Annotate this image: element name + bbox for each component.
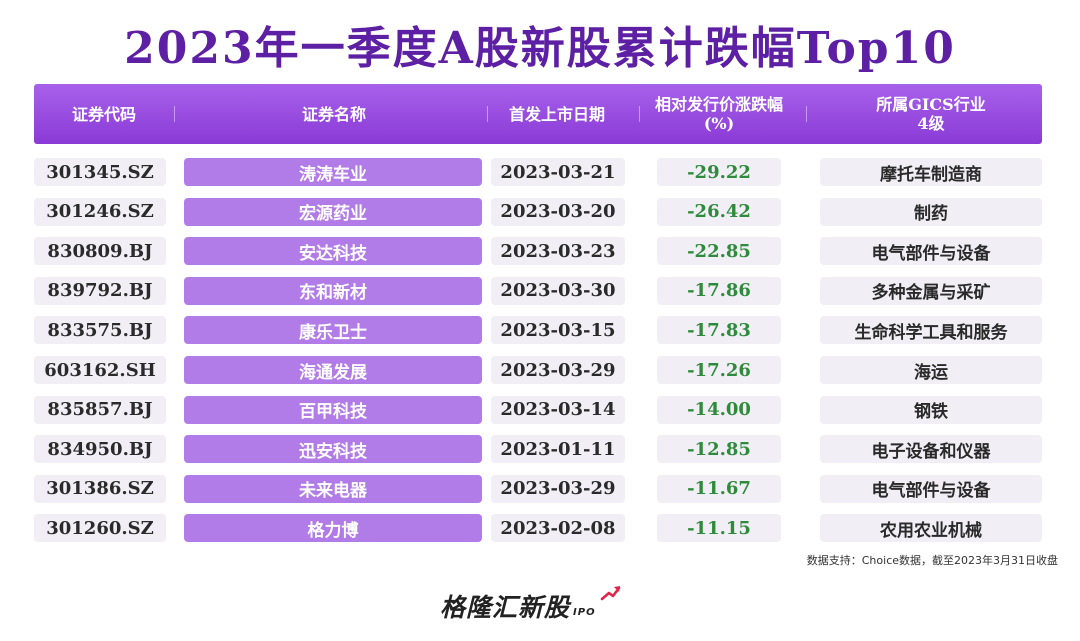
cell-industry: 多种金属与采矿 [820,276,1042,305]
column-header-date: 首发上市日期 [490,84,624,144]
cell-name: 安达科技 [184,237,482,266]
cell-code: 603162.SH [34,356,166,384]
cell-name: 未来电器 [184,474,482,503]
column-divider [639,106,640,122]
cell-change: -26.42 [657,197,781,226]
cell-date: 2023-03-30 [491,276,625,305]
cell-code: 301345.SZ [34,158,166,186]
trend-arrow-icon [600,586,621,601]
cell-date: 2023-01-11 [491,435,625,464]
cell-code: 301246.SZ [34,197,166,226]
column-header-label: 首发上市日期 [508,104,605,124]
cell-name: 东和新材 [184,276,482,305]
cell-date: 2023-03-15 [491,316,625,345]
cell-industry: 生命科学工具和服务 [820,316,1042,345]
column-header-label: 所属GICS行业 4级 [876,95,986,133]
cell-date: 2023-03-29 [491,474,625,503]
column-header-label: 证券名称 [301,104,366,124]
cell-industry: 钢铁 [820,395,1042,424]
cell-change: -17.26 [657,356,781,384]
column-header-change: 相对发行价涨跌幅 (%) [644,84,794,144]
cell-change: -17.83 [657,316,781,345]
column-header-name: 证券名称 [184,84,484,144]
source-note: 数据支持：Choice数据，截至2023年3月31日收盘 [806,554,1058,567]
cell-change: -14.00 [657,395,781,424]
cell-date: 2023-03-29 [491,356,625,384]
cell-name: 海通发展 [184,356,482,384]
cell-name: 百甲科技 [184,395,482,424]
cell-code: 833575.BJ [34,316,166,345]
cell-industry: 海运 [820,356,1042,384]
cell-change: -12.85 [657,435,781,464]
cell-change: -29.22 [657,158,781,186]
column-divider [174,106,175,122]
cell-date: 2023-02-08 [491,514,625,543]
page-title: 2023年一季度A股新股累计跌幅Top10 [124,23,956,74]
cell-change: -11.67 [657,474,781,503]
column-header-code: 证券代码 [34,84,174,144]
cell-date: 2023-03-20 [491,197,625,226]
cell-change: -11.15 [657,514,781,543]
logo-subtext: IPO [573,607,596,618]
cell-code: 839792.BJ [34,276,166,305]
cell-industry: 摩托车制造商 [820,158,1042,186]
table-header: 证券代码 证券名称 首发上市日期 相对发行价涨跌幅 (%) 所属GICS行业 4级 [34,84,1042,144]
cell-industry: 电子设备和仪器 [820,435,1042,464]
cell-date: 2023-03-14 [491,395,625,424]
cell-name: 康乐卫士 [184,316,482,345]
cell-code: 835857.BJ [34,395,166,424]
column-header-label: 证券代码 [71,104,136,124]
cell-name: 格力博 [184,514,482,543]
cell-change: -22.85 [657,237,781,266]
column-header-label: 相对发行价涨跌幅 (%) [654,95,783,133]
cell-industry: 电气部件与设备 [820,237,1042,266]
brand-logo: 格隆汇新股 IPO [440,584,621,624]
cell-code: 830809.BJ [34,237,166,266]
column-divider [487,106,488,122]
cell-change: -17.86 [657,276,781,305]
cell-name: 宏源药业 [184,197,482,226]
logo-text: 格隆汇新股 [440,593,571,622]
column-divider [806,106,807,122]
cell-industry: 制药 [820,197,1042,226]
cell-name: 涛涛车业 [184,158,482,186]
cell-code: 301386.SZ [34,474,166,503]
cell-date: 2023-03-21 [491,158,625,186]
cell-date: 2023-03-23 [491,237,625,266]
column-header-industry: 所属GICS行业 4级 [820,84,1042,144]
cell-industry: 农用农业机械 [820,514,1042,543]
cell-code: 301260.SZ [34,514,166,543]
cell-name: 迅安科技 [184,435,482,464]
cell-code: 834950.BJ [34,435,166,464]
cell-industry: 电气部件与设备 [820,474,1042,503]
